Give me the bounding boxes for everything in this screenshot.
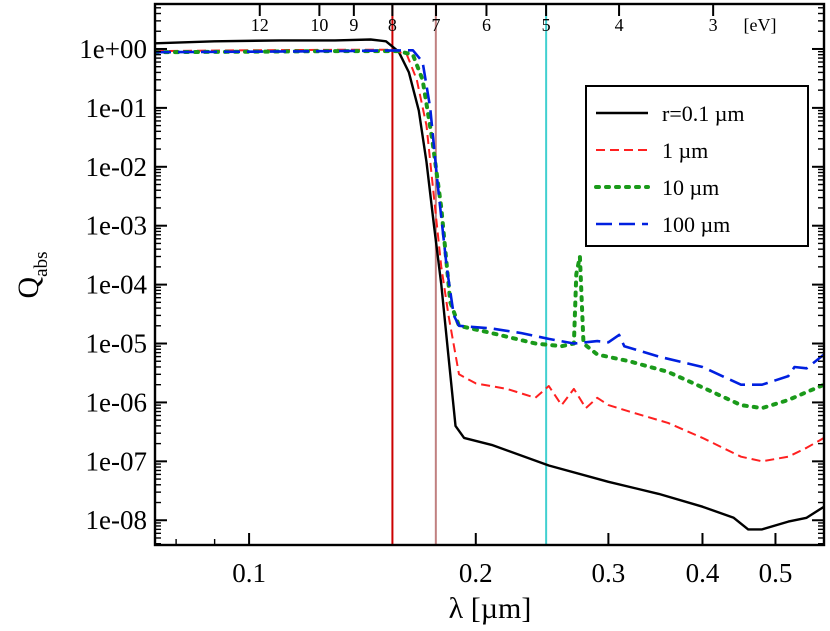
y-tick-label-8: 1e-07 bbox=[86, 446, 147, 476]
x-axis-ticks: 0.1 0.2 0.3 0.4 0.5 bbox=[175, 533, 793, 588]
top-tick-label-6: 6 bbox=[482, 15, 491, 35]
x-tick-label-2: 0.2 bbox=[459, 558, 493, 588]
series-line-2 bbox=[155, 48, 824, 463]
series-line-4 bbox=[155, 49, 824, 386]
y-axis-ticks: 1e+00 1e-01 1e-02 1e-03 1e-04 1e-05 1e-06 1e-07… bbox=[79, 7, 824, 545]
top-tick-label-7: 5 bbox=[542, 15, 551, 35]
top-tick-label-8: 4 bbox=[615, 15, 624, 35]
vertical-marker-lines bbox=[391, 4, 548, 545]
x-tick-label-5: 0.5 bbox=[759, 558, 793, 588]
plot-frame bbox=[153, 2, 826, 547]
top-tick-label-3: 9 bbox=[349, 15, 358, 35]
y-tick-label-9: 1e-08 bbox=[86, 505, 147, 535]
top-axis-unit-label: [eV] bbox=[744, 15, 777, 35]
x-tick-label-3: 0.3 bbox=[592, 558, 626, 588]
top-tick-label-9: 3 bbox=[709, 15, 718, 35]
y-tick-label-6: 1e-05 bbox=[86, 329, 147, 359]
x-tick-label-1: 0.1 bbox=[232, 558, 266, 588]
y-tick-label-1: 1e+00 bbox=[79, 34, 147, 64]
legend: r=0.1 µm 1 µm 10 µm 100 µm bbox=[585, 85, 809, 247]
x-tick-label-4: 0.4 bbox=[686, 558, 720, 588]
legend-label-4: 100 µm bbox=[662, 212, 730, 237]
y-tick-label-2: 1e-01 bbox=[86, 93, 147, 123]
top-tick-label-5: 7 bbox=[432, 15, 441, 35]
legend-label-3: 10 µm bbox=[662, 175, 719, 200]
series-line-1 bbox=[155, 38, 824, 531]
top-tick-label-2: 10 bbox=[310, 15, 328, 35]
series-line-3 bbox=[155, 49, 824, 411]
top-tick-label-1: 12 bbox=[251, 15, 269, 35]
series-layer bbox=[155, 38, 824, 531]
y-axis-label: Qabs bbox=[12, 252, 52, 299]
y-tick-label-3: 1e-02 bbox=[86, 152, 147, 182]
x-axis-label: λ [µm] bbox=[449, 592, 532, 625]
y-tick-label-7: 1e-06 bbox=[86, 387, 147, 417]
legend-label-1: r=0.1 µm bbox=[662, 101, 745, 126]
y-axis-label-subscript: abs bbox=[31, 252, 52, 277]
legend-label-2: 1 µm bbox=[662, 138, 708, 163]
legend-box bbox=[585, 85, 809, 247]
y-tick-label-4: 1e-03 bbox=[86, 211, 147, 241]
top-axis-ticks: 12 10 9 8 7 6 5 4 3 bbox=[251, 4, 718, 35]
top-tick-label-4: 8 bbox=[388, 15, 397, 35]
y-tick-label-5: 1e-04 bbox=[86, 270, 148, 300]
y-axis-label-main: Q bbox=[12, 277, 45, 299]
